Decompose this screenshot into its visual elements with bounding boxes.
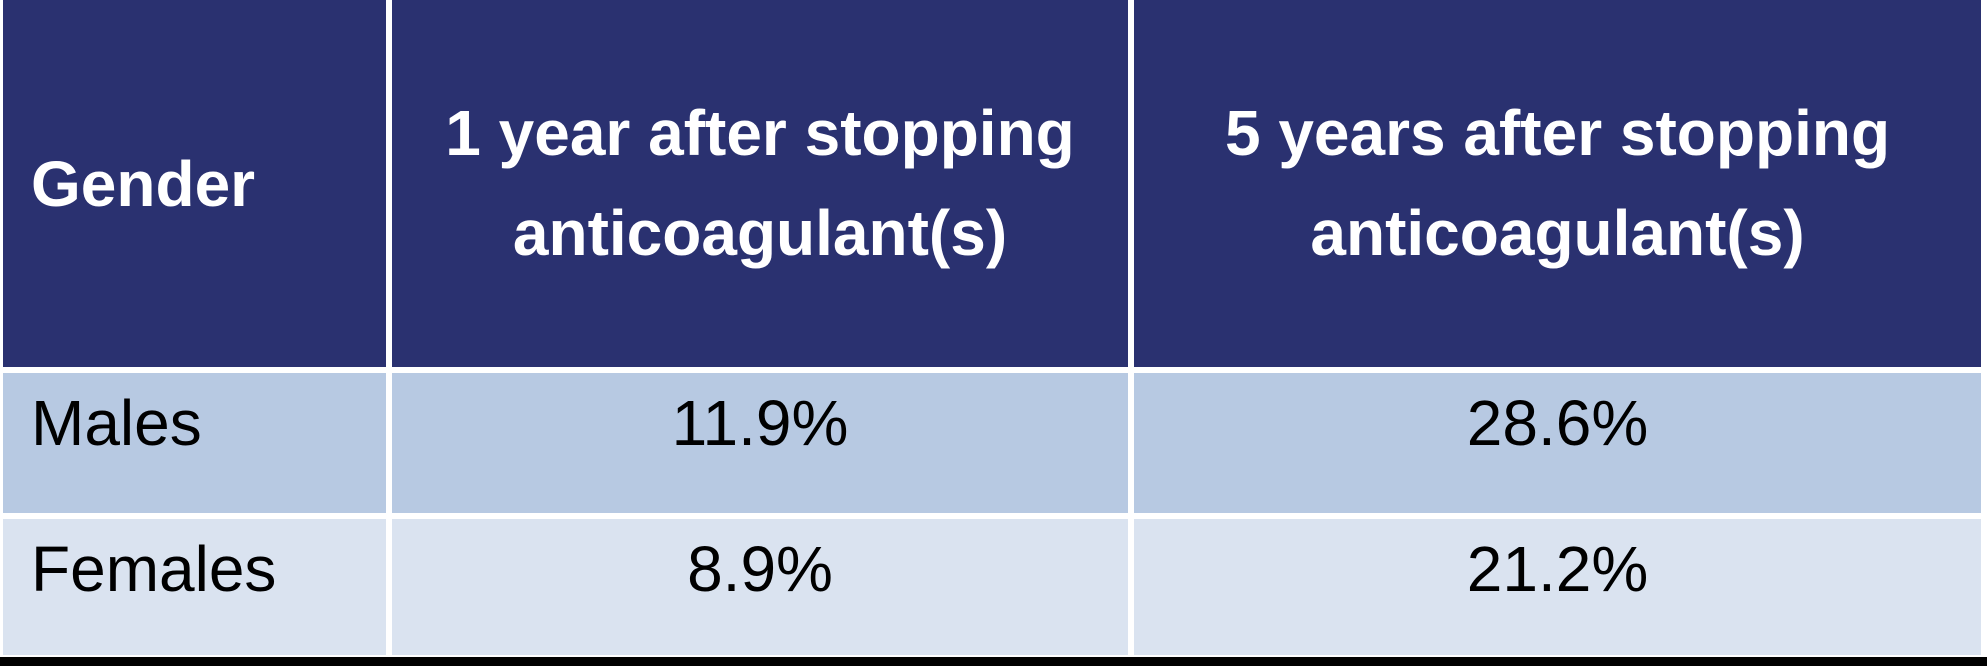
table-row-males-five-years-value: 28.6%: [1134, 373, 1981, 513]
table-row-females-one-year-value: 8.9%: [392, 519, 1128, 655]
header-one-year-label: 1 year after stopping anticoagulant(s): [445, 97, 1075, 269]
table-row-females-label: Females: [3, 519, 386, 655]
recurrence-table: Gender 1 year after stopping anticoagula…: [3, 0, 1981, 655]
header-five-years-label: 5 years after stopping anticoagulant(s): [1224, 97, 1891, 269]
cell-value: 21.2%: [1466, 533, 1649, 605]
row-label: Females: [31, 533, 277, 605]
header-cell-one-year: 1 year after stopping anticoagulant(s): [392, 0, 1128, 367]
cell-value: 28.6%: [1466, 387, 1649, 459]
header-gender-label: Gender: [31, 147, 256, 220]
table-row-females-five-years-value: 21.2%: [1134, 519, 1981, 655]
table-row-males-one-year-value: 11.9%: [392, 373, 1128, 513]
cell-value: 8.9%: [687, 533, 833, 605]
cell-value: 11.9%: [671, 387, 849, 459]
table-bottom-border: [0, 657, 1987, 666]
header-cell-gender: Gender: [3, 0, 386, 367]
table-row-males-label: Males: [3, 373, 386, 513]
row-label: Males: [31, 387, 202, 459]
header-cell-five-years: 5 years after stopping anticoagulant(s): [1134, 0, 1981, 367]
